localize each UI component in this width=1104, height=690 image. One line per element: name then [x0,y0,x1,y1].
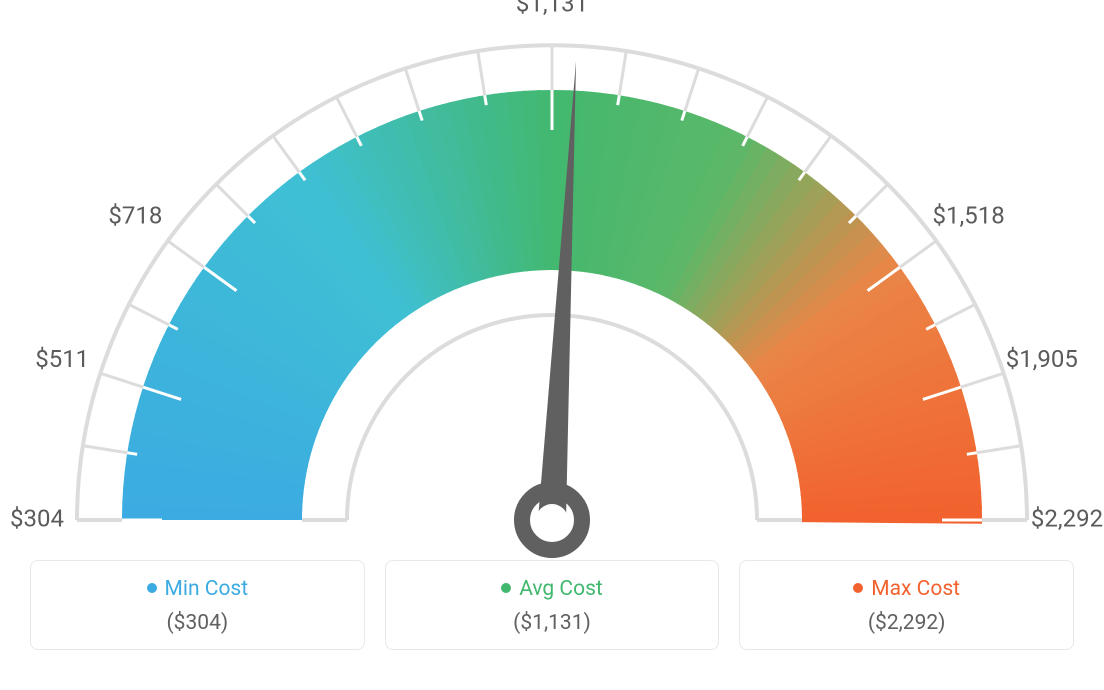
svg-text:$511: $511 [35,345,89,373]
legend-value-min: ($304) [31,611,364,635]
legend-value-max: ($2,292) [740,611,1073,635]
svg-text:$2,292: $2,292 [1031,504,1103,532]
legend-label-max: Max Cost [740,577,1073,601]
legend-row: Min Cost ($304) Avg Cost ($1,131) Max Co… [0,560,1104,650]
legend-card-min: Min Cost ($304) [30,560,365,650]
legend-label-min: Min Cost [31,577,364,601]
legend-text-avg: Avg Cost [519,577,603,601]
gauge-svg: $304 $511 $718 $1,131 $1,518 $1,905 $2,292 [0,0,1104,560]
legend-label-avg: Avg Cost [386,577,719,601]
dot-icon [147,583,157,593]
dot-icon [501,583,511,593]
legend-text-max: Max Cost [871,577,960,601]
svg-text:$1,131: $1,131 [516,0,588,17]
legend-text-min: Min Cost [165,577,249,601]
legend-card-max: Max Cost ($2,292) [739,560,1074,650]
svg-text:$1,905: $1,905 [1006,345,1078,373]
dot-icon [853,583,863,593]
svg-text:$1,518: $1,518 [933,202,1005,230]
svg-text:$304: $304 [10,504,64,532]
legend-value-avg: ($1,131) [386,611,719,635]
cost-gauge: $304 $511 $718 $1,131 $1,518 $1,905 $2,292 [0,0,1104,560]
legend-card-avg: Avg Cost ($1,131) [385,560,720,650]
svg-text:$718: $718 [108,202,162,230]
